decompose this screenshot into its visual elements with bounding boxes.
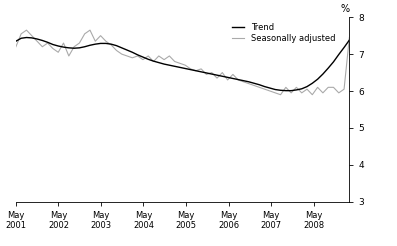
Seasonally adjusted xyxy=(61,42,66,45)
Seasonally adjusted xyxy=(204,73,209,76)
Legend: Trend, Seasonally adjusted: Trend, Seasonally adjusted xyxy=(228,20,339,47)
Trend xyxy=(13,40,18,43)
Trend xyxy=(61,46,66,49)
Seasonally adjusted xyxy=(347,36,352,39)
Line: Seasonally adjusted: Seasonally adjusted xyxy=(16,30,349,95)
Trend xyxy=(347,39,352,42)
Seasonally adjusted xyxy=(24,29,29,31)
Seasonally adjusted xyxy=(13,45,18,48)
Trend xyxy=(231,77,235,80)
Seasonally adjusted xyxy=(278,93,283,96)
Seasonally adjusted xyxy=(231,73,235,76)
Trend xyxy=(24,36,29,39)
Seasonally adjusted xyxy=(183,64,188,67)
Seasonally adjusted xyxy=(156,55,161,58)
Text: %: % xyxy=(340,3,349,14)
Trend xyxy=(156,61,161,64)
Trend xyxy=(236,78,241,81)
Trend xyxy=(183,67,188,70)
Trend xyxy=(283,89,288,92)
Seasonally adjusted xyxy=(236,78,241,81)
Line: Trend: Trend xyxy=(16,38,349,91)
Trend xyxy=(204,71,209,74)
